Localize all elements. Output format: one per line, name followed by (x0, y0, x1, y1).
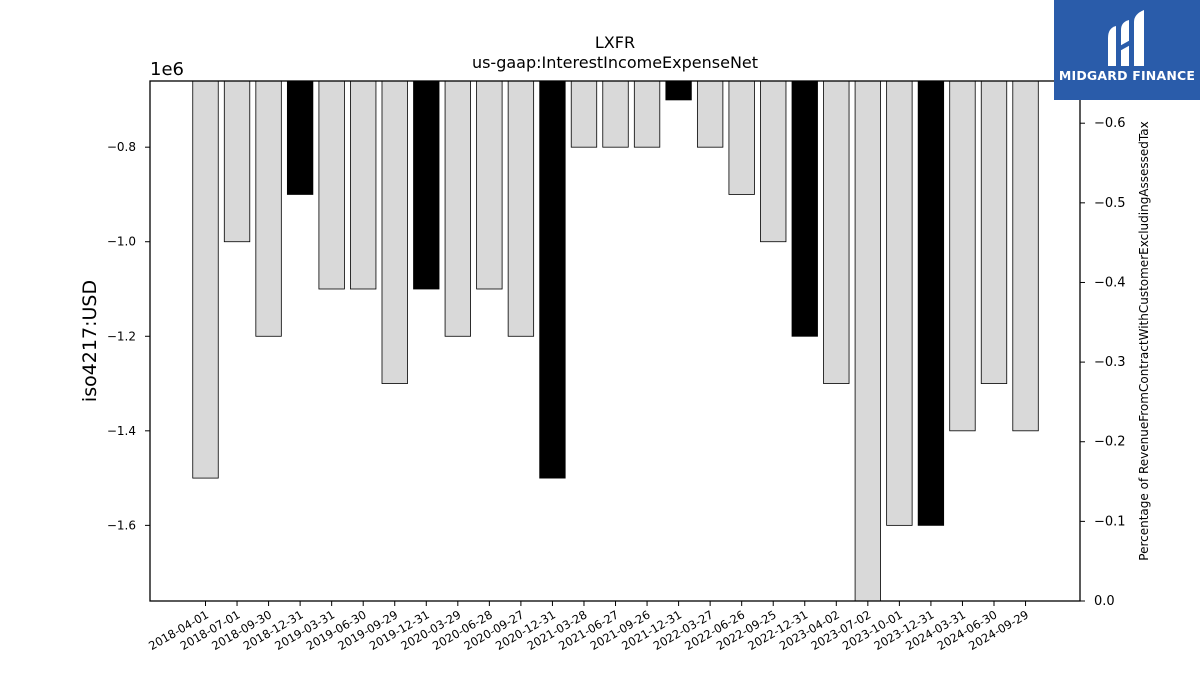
bar-2020-09-27 (507, 81, 535, 337)
bar-2021-06-27 (602, 81, 629, 148)
bar-2018-07-01 (223, 81, 251, 243)
bar-2022-12-31 (791, 81, 818, 337)
bar-2023-04-02 (823, 81, 850, 384)
y2-tick-label: −0.3 (1094, 355, 1126, 370)
bar-2022-06-26 (728, 81, 755, 195)
bar-2021-12-31 (665, 81, 692, 101)
y2-tick-label: −0.6 (1094, 116, 1126, 131)
y-tick-label: −1.4 (107, 424, 136, 438)
y2-tick-label: −0.5 (1094, 196, 1126, 211)
chart-title: LXFR (595, 33, 635, 52)
bar-2023-07-02 (854, 81, 881, 601)
logo-mark-icon (1108, 10, 1144, 66)
bar-2018-12-31 (286, 81, 314, 195)
logo-text: MIDGARD FINANCE (1058, 68, 1196, 83)
y-tick-label: −1.2 (107, 329, 136, 343)
bar-2024-09-29 (1012, 81, 1039, 432)
y-offset-label: 1e6 (150, 59, 184, 80)
bar-2024-03-31 (949, 81, 976, 432)
bar-2019-03-31 (318, 81, 345, 290)
bar-2019-12-31 (413, 81, 440, 290)
y2-tick-label: −0.2 (1094, 435, 1126, 450)
y2-axis-label: Percentage of RevenueFromContractWithCus… (1137, 121, 1151, 560)
bar-2023-10-01 (886, 81, 913, 526)
y2-tick-label: 0.0 (1094, 594, 1115, 609)
y2-tick-label: −0.4 (1094, 275, 1126, 290)
y-axis-label: iso4217:USD (79, 280, 101, 402)
bar-2019-09-29 (381, 81, 408, 384)
bar-2022-03-27 (696, 81, 724, 148)
bar-2020-12-31 (539, 81, 566, 479)
bar-2022-09-25 (760, 81, 787, 243)
bar-2018-09-30 (255, 81, 282, 337)
bar-2023-12-31 (917, 81, 945, 526)
y-tick-label: −1.0 (107, 235, 136, 249)
bar-2019-06-30 (350, 81, 377, 290)
y2-tick-label: −0.1 (1094, 514, 1126, 529)
bar-2024-06-30 (980, 81, 1008, 384)
bars-group (192, 81, 1039, 601)
bar-2021-09-26 (633, 81, 661, 148)
y-tick-label: −1.6 (107, 518, 136, 532)
bar-2020-06-28 (476, 81, 503, 290)
chart-subtitle: us-gaap:InterestIncomeExpenseNet (472, 53, 758, 72)
y-tick-label: −0.8 (107, 140, 136, 154)
bar-2021-03-28 (570, 81, 598, 148)
bar-2018-04-01 (192, 81, 219, 479)
midgard-finance-logo: MIDGARD FINANCE (1054, 0, 1200, 100)
plot-frame (149, 80, 1081, 602)
bar-2020-03-29 (444, 81, 471, 337)
